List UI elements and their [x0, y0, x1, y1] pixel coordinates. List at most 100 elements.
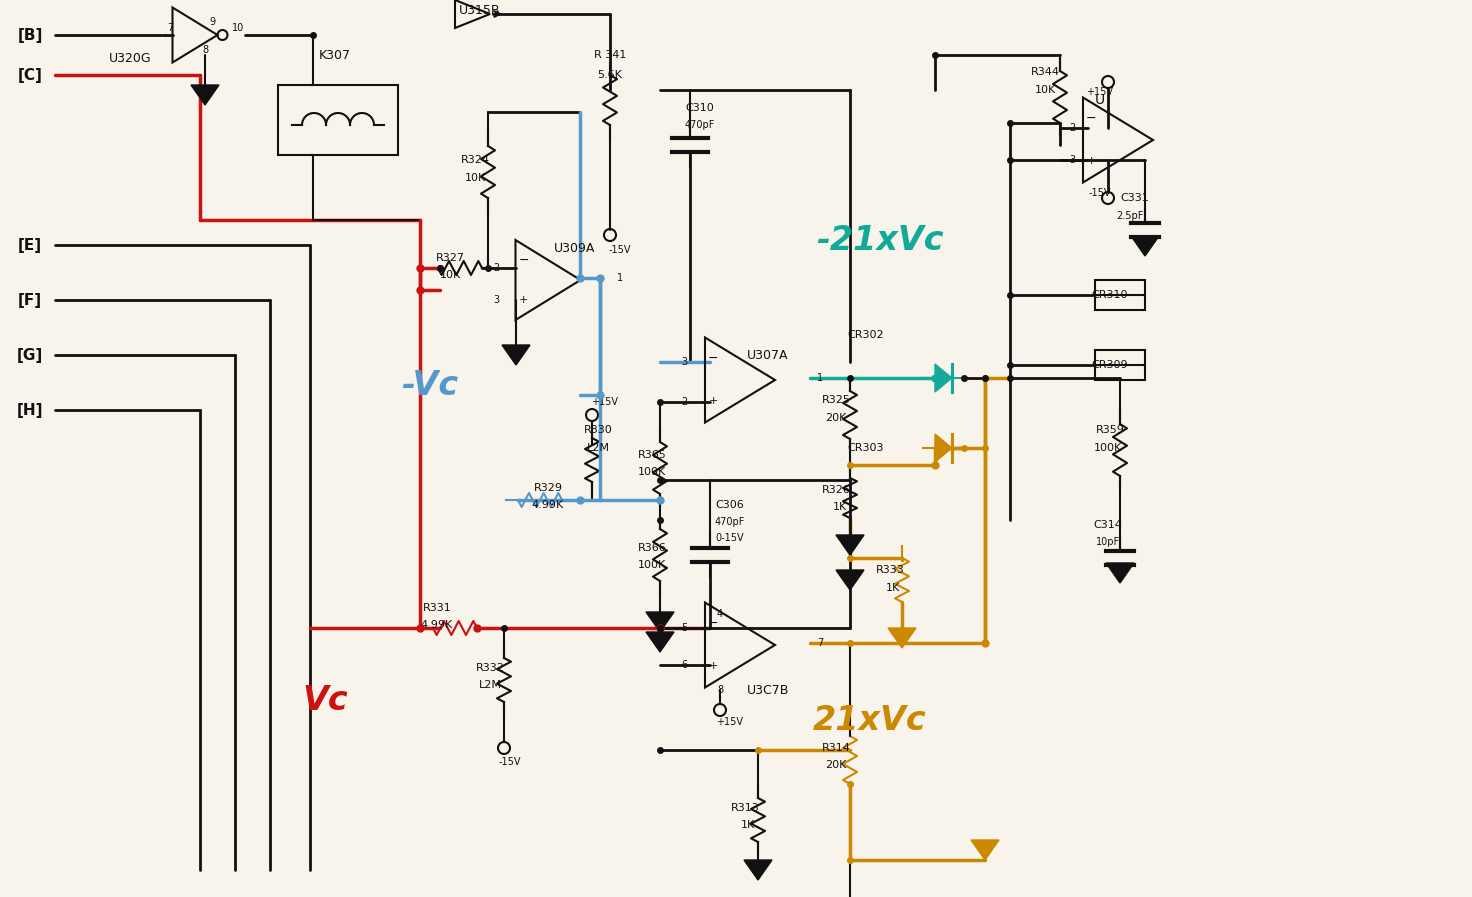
Text: 3: 3: [682, 357, 687, 367]
Text: 4.99K: 4.99K: [421, 620, 453, 630]
Polygon shape: [836, 535, 864, 555]
Polygon shape: [836, 570, 864, 590]
Text: Vc: Vc: [302, 684, 347, 717]
Text: −: −: [518, 254, 528, 266]
Text: 10pF: 10pF: [1097, 537, 1120, 547]
Text: 20K: 20K: [826, 760, 846, 770]
Text: 2: 2: [493, 263, 499, 273]
Text: +: +: [1086, 156, 1095, 166]
Text: -15V: -15V: [1089, 188, 1111, 198]
Polygon shape: [502, 345, 530, 365]
Polygon shape: [1130, 236, 1158, 256]
Text: 5: 5: [682, 623, 687, 633]
Text: L2M: L2M: [478, 680, 502, 690]
Text: C331: C331: [1120, 193, 1150, 203]
Text: U: U: [1095, 93, 1105, 107]
Text: [G]: [G]: [16, 347, 43, 362]
Text: [F]: [F]: [18, 292, 43, 308]
Text: +15V: +15V: [592, 397, 618, 407]
Text: U320G: U320G: [109, 51, 152, 65]
Polygon shape: [191, 85, 219, 105]
Text: L2M: L2M: [586, 443, 609, 453]
Text: R330: R330: [583, 425, 612, 435]
Text: C314: C314: [1094, 520, 1123, 530]
Text: U309A: U309A: [555, 241, 596, 255]
Text: -Vc: -Vc: [402, 369, 459, 402]
Polygon shape: [935, 364, 952, 392]
Bar: [1095, 350, 1145, 380]
Text: 7: 7: [166, 23, 174, 33]
Text: 10K: 10K: [464, 173, 486, 183]
Text: 4: 4: [717, 609, 723, 619]
Text: 21xVc: 21xVc: [813, 703, 927, 736]
Text: 1: 1: [617, 273, 623, 283]
Text: U315B: U315B: [459, 4, 500, 16]
Text: R324: R324: [461, 155, 490, 165]
Text: 3: 3: [493, 295, 499, 305]
Text: R 341: R 341: [593, 50, 626, 60]
Text: CR309: CR309: [1092, 360, 1129, 370]
Text: R366: R366: [637, 543, 667, 553]
Text: 1K: 1K: [740, 820, 755, 830]
Text: +: +: [518, 295, 528, 305]
Text: 1K: 1K: [886, 583, 899, 593]
Text: CR302: CR302: [848, 330, 885, 340]
Text: R344: R344: [1030, 67, 1060, 77]
Text: 2: 2: [1069, 123, 1075, 133]
Text: C310: C310: [686, 103, 714, 113]
Text: R314: R314: [821, 743, 851, 753]
Bar: [1095, 280, 1145, 310]
Text: +: +: [708, 661, 718, 671]
Text: +15V: +15V: [1086, 87, 1113, 97]
Text: 470pF: 470pF: [684, 120, 715, 130]
Text: R332: R332: [475, 663, 505, 673]
Text: R325: R325: [821, 395, 851, 405]
Text: −: −: [708, 617, 718, 631]
Text: R359: R359: [1095, 425, 1125, 435]
Polygon shape: [935, 434, 952, 462]
Text: CR310: CR310: [1092, 290, 1128, 300]
Text: 9: 9: [209, 17, 215, 27]
Text: R327: R327: [436, 253, 465, 263]
Text: C306: C306: [715, 500, 745, 510]
Text: 10K: 10K: [439, 270, 461, 280]
Text: 0-15V: 0-15V: [715, 533, 745, 543]
Text: R326: R326: [821, 485, 851, 495]
Text: R333: R333: [876, 565, 904, 575]
Text: R329: R329: [533, 483, 562, 493]
Text: R365: R365: [637, 450, 667, 460]
Text: -15V: -15V: [609, 245, 631, 255]
Text: -21xVc: -21xVc: [817, 223, 944, 257]
Text: 1K: 1K: [833, 502, 846, 512]
Text: +: +: [708, 396, 718, 406]
Text: 10: 10: [233, 23, 244, 33]
Text: 2: 2: [682, 397, 687, 407]
Text: +15V: +15V: [717, 717, 743, 727]
Bar: [278, 85, 397, 155]
Text: 8: 8: [717, 685, 723, 695]
Text: R313: R313: [730, 803, 760, 813]
Text: 470pF: 470pF: [715, 517, 745, 527]
Polygon shape: [646, 612, 674, 632]
Polygon shape: [972, 840, 999, 860]
Text: 100K: 100K: [637, 560, 667, 570]
Text: CR303: CR303: [848, 443, 885, 453]
Text: -15V: -15V: [499, 757, 521, 767]
Text: 6: 6: [682, 660, 687, 670]
Text: −: −: [1086, 112, 1097, 126]
Text: −: −: [708, 353, 718, 365]
Text: 8: 8: [202, 45, 208, 55]
Text: 1: 1: [817, 373, 823, 383]
Text: 7: 7: [817, 638, 823, 648]
Text: 20K: 20K: [826, 413, 846, 423]
Text: R331: R331: [422, 603, 452, 613]
Text: 100K: 100K: [637, 467, 667, 477]
Text: 4.99K: 4.99K: [531, 500, 564, 510]
Text: [H]: [H]: [16, 403, 43, 417]
Polygon shape: [888, 628, 916, 648]
Text: [B]: [B]: [18, 28, 43, 42]
Text: 3: 3: [1069, 155, 1075, 165]
Text: [E]: [E]: [18, 238, 43, 252]
Text: 2.5pF: 2.5pF: [1116, 211, 1144, 221]
Text: U3C7B: U3C7B: [746, 684, 789, 696]
